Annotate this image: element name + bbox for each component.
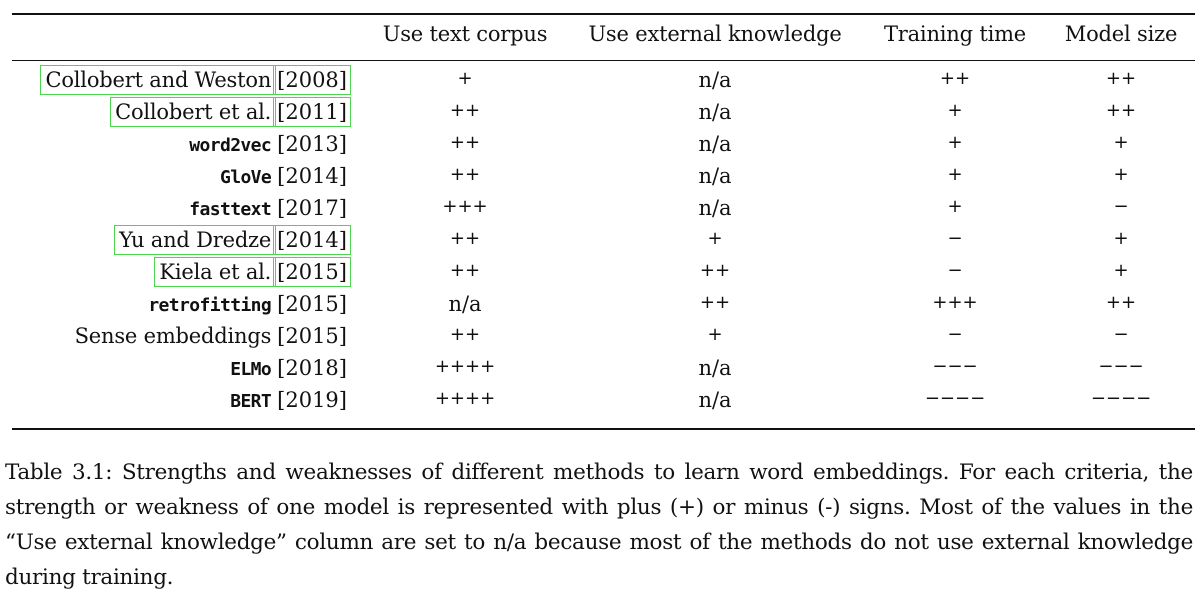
cell-external-knowledge: n/a <box>698 356 732 380</box>
cell-external-knowledge: n/a <box>698 388 732 412</box>
table-header-rule <box>12 60 1195 61</box>
table-body: Collobert and Weston [2008] + n/a ++ ++ Collob… <box>0 65 1200 423</box>
method-name: ELMo <box>230 359 272 380</box>
citation-year: [2013] <box>277 132 347 156</box>
cell-model-size: + <box>1113 132 1129 153</box>
header-use-text-corpus: Use text corpus <box>382 22 548 46</box>
method-name: fasttext <box>189 199 272 220</box>
cell-text-corpus: + <box>457 68 473 89</box>
citation-year: [2018] <box>277 356 347 380</box>
cell-training-time: +++ <box>932 292 978 313</box>
table-row: GloVe [2014] ++ n/a + + <box>0 163 1200 195</box>
cell-text-corpus: ++ <box>449 324 481 345</box>
cell-external-knowledge: ++ <box>699 260 731 281</box>
citation-year: [2015] <box>277 292 347 316</box>
method-name: Collobert et al. <box>110 97 277 127</box>
cell-model-size: ++ <box>1105 292 1137 313</box>
cell-training-time: − <box>947 260 963 281</box>
method-cell: BERT [2019] <box>228 388 348 412</box>
citation-year: [2008] <box>273 65 351 95</box>
cell-model-size: −−− <box>1098 356 1144 377</box>
method-cell: retrofitting [2015] <box>146 292 348 316</box>
method-name: GloVe <box>219 167 272 188</box>
cell-training-time: + <box>947 100 963 121</box>
table-row: Yu and Dredze [2014] ++ + − + <box>0 225 1200 259</box>
cell-text-corpus: ++ <box>449 164 481 185</box>
cell-external-knowledge: n/a <box>698 164 732 188</box>
citation-year: [2011] <box>273 97 351 127</box>
cell-training-time: + <box>947 164 963 185</box>
method-cell: Collobert et al. [2011] <box>110 97 351 127</box>
cell-training-time: − <box>947 324 963 345</box>
table-header-row: Use text corpus Use external knowledge T… <box>0 22 1200 56</box>
cell-text-corpus: n/a <box>448 292 482 316</box>
method-cell: Sense embeddings [2015] <box>73 324 348 348</box>
cell-training-time: −−−− <box>924 388 986 409</box>
method-cell: GloVe [2014] <box>218 164 348 188</box>
header-use-external-knowledge: Use external knowledge <box>588 22 842 46</box>
cell-training-time: + <box>947 132 963 153</box>
cell-external-knowledge: n/a <box>698 68 732 92</box>
method-cell: Collobert and Weston [2008] <box>40 65 351 95</box>
cell-training-time: ++ <box>939 68 971 89</box>
method-cell: Kiela et al. [2015] <box>154 257 351 287</box>
citation-year: [2017] <box>277 196 347 220</box>
cell-model-size: + <box>1113 164 1129 185</box>
cell-text-corpus: +++ <box>442 196 488 217</box>
table-row: retrofitting [2015] n/a ++ +++ ++ <box>0 291 1200 323</box>
cell-text-corpus: ++++ <box>434 388 496 409</box>
header-model-size: Model size <box>1064 22 1178 46</box>
cell-model-size: − <box>1113 196 1129 217</box>
cell-training-time: −−− <box>932 356 978 377</box>
citation-year: [2015] <box>273 257 351 287</box>
table-bottom-rule <box>12 428 1195 430</box>
cell-model-size: ++ <box>1105 100 1137 121</box>
cell-external-knowledge: + <box>707 228 723 249</box>
table-row: ELMo [2018] ++++ n/a −−− −−− <box>0 355 1200 387</box>
method-cell: word2vec [2013] <box>187 132 348 156</box>
cell-external-knowledge: n/a <box>698 132 732 156</box>
cell-training-time: + <box>947 196 963 217</box>
header-training-time: Training time <box>883 22 1027 46</box>
method-cell: ELMo [2018] <box>228 356 348 380</box>
citation-year: [2019] <box>277 388 347 412</box>
cell-text-corpus: ++ <box>449 132 481 153</box>
cell-external-knowledge: n/a <box>698 196 732 220</box>
table-top-rule <box>12 13 1195 15</box>
table-caption: Table 3.1: Strengths and weaknesses of d… <box>5 460 1193 590</box>
cell-model-size: + <box>1113 260 1129 281</box>
citation-year: [2014] <box>277 164 347 188</box>
cell-text-corpus: ++ <box>449 100 481 121</box>
citation-year: [2014] <box>273 225 351 255</box>
cell-external-knowledge: + <box>707 324 723 345</box>
method-cell: fasttext [2017] <box>187 196 348 220</box>
method-name: Sense embeddings <box>74 324 272 348</box>
method-name: BERT <box>230 391 272 412</box>
table-row: fasttext [2017] +++ n/a + − <box>0 195 1200 227</box>
method-name: Kiela et al. <box>154 257 277 287</box>
cell-model-size: ++ <box>1105 68 1137 89</box>
citation-year: [2015] <box>277 324 347 348</box>
cell-external-knowledge: n/a <box>698 100 732 124</box>
table-row: Sense embeddings [2015] ++ + − − <box>0 323 1200 355</box>
method-name: word2vec <box>189 135 272 156</box>
table-row: Collobert and Weston [2008] + n/a ++ ++ <box>0 65 1200 99</box>
table-row: Collobert et al. [2011] ++ n/a + ++ <box>0 97 1200 131</box>
method-name: Yu and Dredze <box>114 225 277 255</box>
cell-model-size: + <box>1113 228 1129 249</box>
method-name: retrofitting <box>148 295 272 316</box>
cell-text-corpus: ++++ <box>434 356 496 377</box>
cell-model-size: − <box>1113 324 1129 345</box>
cell-training-time: − <box>947 228 963 249</box>
method-name: Collobert and Weston <box>40 65 277 95</box>
method-cell: Yu and Dredze [2014] <box>114 225 351 255</box>
table-row: word2vec [2013] ++ n/a + + <box>0 131 1200 163</box>
table-row: Kiela et al. [2015] ++ ++ − + <box>0 257 1200 291</box>
cell-external-knowledge: ++ <box>699 292 731 313</box>
cell-text-corpus: ++ <box>449 228 481 249</box>
cell-model-size: −−−− <box>1090 388 1152 409</box>
table-row: BERT [2019] ++++ n/a −−−− −−−− <box>0 387 1200 419</box>
cell-text-corpus: ++ <box>449 260 481 281</box>
